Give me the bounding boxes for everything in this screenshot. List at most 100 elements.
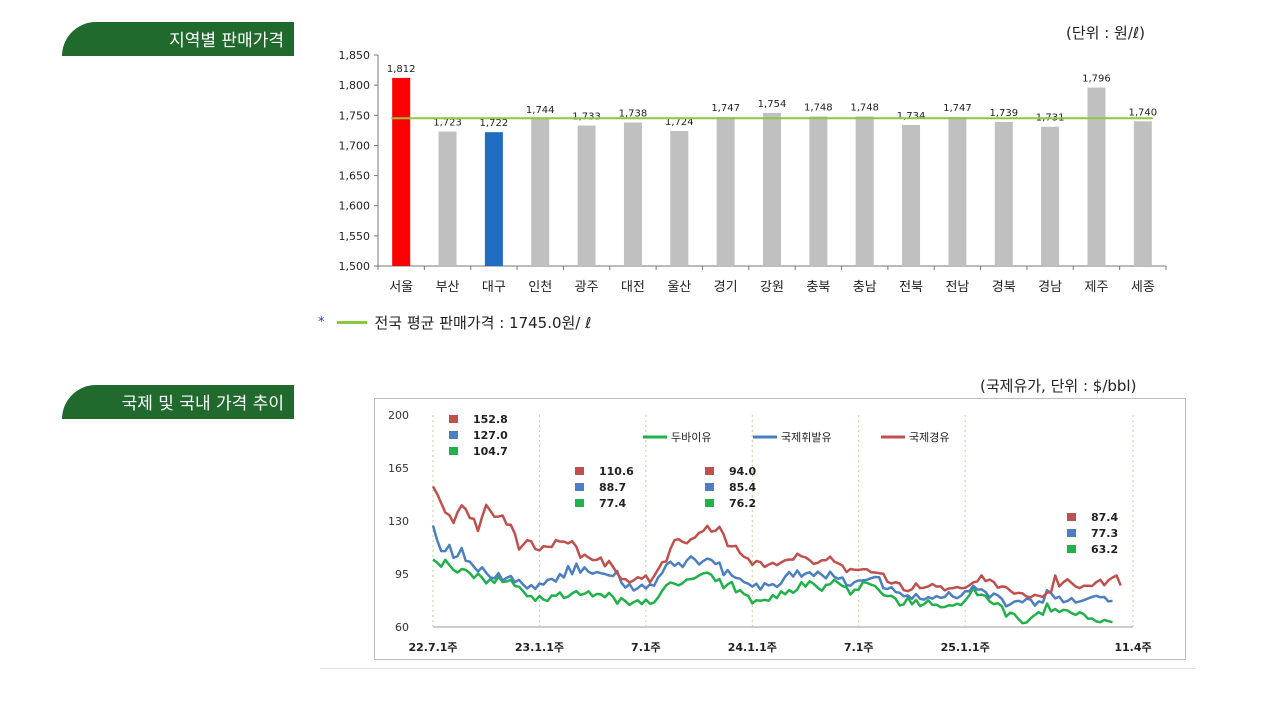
annotation-marker (1067, 513, 1076, 521)
price-trend-line-svg: 60 95 130 165 200 22.7.1주 23.1.1주 7.1주 24.1.1주 7.… (388, 409, 1152, 654)
national-average-note: * 전국 평균 판매가격 : 1745.0원/ ℓ (318, 312, 591, 333)
annotation-marker (1067, 545, 1076, 553)
bar (484, 132, 503, 266)
bar-value-label: 1,747 (711, 103, 740, 114)
annotation-marker (449, 415, 458, 423)
bar-value-label: 1,812 (387, 64, 416, 75)
legend-label: 국제휘발유 (781, 431, 832, 444)
y-tick-label: 1,750 (339, 109, 371, 122)
bar (994, 121, 1013, 266)
x-tick-label: 25.1.1주 (941, 641, 990, 654)
x-category-label: 대전 (621, 280, 645, 295)
x-category-label: 대구 (482, 280, 506, 295)
x-category-label: 충남 (853, 280, 877, 295)
x-category-label: 세종 (1131, 280, 1155, 295)
y-tick-label: 1,600 (339, 200, 371, 213)
annotation-value: 104.7 (473, 445, 508, 458)
bar (392, 77, 411, 266)
bar (438, 131, 457, 266)
annotation-value: 94.0 (729, 465, 756, 478)
annotation-marker (705, 499, 714, 507)
bar (1087, 87, 1106, 266)
price-trend-section-title: 국제 및 국내 가격 추이 (62, 385, 294, 419)
bar (531, 118, 550, 266)
bar (855, 116, 874, 267)
bar-value-label: 1,723 (433, 118, 462, 129)
y-tick-label: 1,850 (339, 49, 371, 62)
national-average-text: 전국 평균 판매가격 : 1745.0원/ ℓ (374, 314, 592, 332)
bar-value-label: 1,748 (850, 102, 879, 113)
annotation-marker (449, 447, 458, 455)
line-chart-frame (320, 392, 1196, 669)
annotation-value: 127.0 (473, 429, 508, 442)
series-line (431, 485, 1122, 599)
annotation-value: 85.4 (729, 481, 756, 494)
annotation-marker (1067, 529, 1076, 537)
y-tick-label: 95 (395, 568, 409, 581)
y-tick-label: 1,800 (339, 79, 371, 92)
legend-label: 국제경유 (909, 431, 949, 444)
bar-value-label: 1,747 (943, 103, 972, 114)
y-tick-label: 1,550 (339, 230, 371, 243)
x-category-label: 부산 (436, 280, 460, 295)
average-line-legend-swatch (336, 321, 367, 324)
y-tick-label: 1,700 (339, 139, 371, 152)
x-category-label: 강원 (760, 280, 784, 295)
bar (809, 116, 828, 267)
annotation-value: 152.8 (473, 413, 508, 426)
bar-chart-unit-label: (단위 : 원/ℓ) (1066, 24, 1145, 42)
section-title-underline (62, 417, 294, 419)
y-tick-label: 200 (388, 409, 409, 422)
annotation-value: 63.2 (1091, 543, 1118, 556)
bar (948, 117, 967, 266)
bar (902, 124, 921, 266)
bar-value-label: 1,738 (619, 109, 648, 120)
annotation-value: 87.4 (1091, 511, 1118, 524)
annotation-value: 110.6 (599, 465, 634, 478)
line-chart-unit-label: (국제유가, 단위 : $/bbl) (980, 377, 1137, 395)
bar (1041, 126, 1060, 267)
regional-price-section-title: 지역별 판매가격 (62, 22, 294, 56)
x-category-label: 경기 (714, 280, 738, 295)
annotation-marker (575, 499, 584, 507)
bar (716, 117, 735, 266)
bar (763, 112, 781, 266)
y-tick-label: 1,650 (339, 170, 371, 183)
bar-value-label: 1,722 (480, 118, 509, 129)
legend-label: 두바이유 (671, 431, 711, 444)
bar-value-label: 1,744 (526, 105, 555, 116)
x-tick-label: 11.4주 (1114, 641, 1151, 654)
y-tick-label: 60 (395, 621, 409, 634)
annotation-value: 88.7 (599, 481, 626, 494)
x-category-label: 제주 (1085, 280, 1109, 295)
x-category-label: 울산 (667, 280, 691, 295)
x-category-label: 경북 (992, 280, 1016, 295)
bar-value-label: 1,796 (1082, 74, 1111, 85)
annotation-value: 77.3 (1091, 527, 1118, 540)
bar-value-label: 1,734 (897, 111, 926, 122)
annotation-value: 77.4 (599, 497, 626, 510)
bar-value-label: 1,739 (989, 108, 1018, 119)
y-tick-label: 130 (388, 515, 409, 528)
bar-value-label: 1,754 (758, 99, 787, 110)
x-tick-label: 7.1주 (844, 641, 874, 654)
x-category-label: 서울 (389, 280, 413, 295)
x-category-label: 충북 (806, 280, 830, 295)
x-category-label: 경남 (1038, 280, 1062, 295)
y-tick-label: 165 (388, 462, 409, 475)
x-tick-label: 24.1.1주 (728, 641, 777, 654)
x-category-label: 광주 (575, 280, 599, 295)
bar-value-label: 1,748 (804, 102, 833, 113)
price-trend-line-chart: 60 95 130 165 200 22.7.1주 23.1.1주 7.1주 24.1.1주 7.… (374, 398, 1186, 660)
x-category-label: 인천 (528, 280, 552, 295)
bar (623, 122, 642, 267)
x-category-label: 전북 (899, 280, 923, 295)
bar-value-label: 1,733 (572, 112, 601, 123)
y-tick-label: 1,500 (339, 260, 371, 273)
x-tick-label: 23.1.1주 (515, 641, 564, 654)
x-tick-label: 22.7.1주 (408, 641, 457, 654)
series-line (432, 558, 1113, 625)
annotation-marker (449, 431, 458, 439)
annotation-marker (575, 467, 584, 475)
